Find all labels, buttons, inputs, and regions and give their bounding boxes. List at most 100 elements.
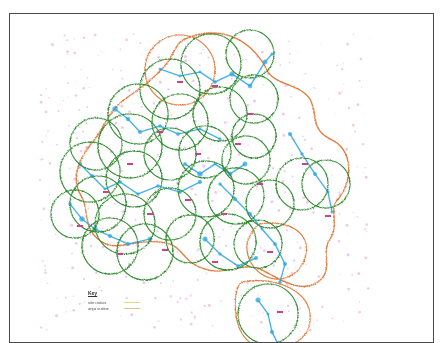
density-dot [233,53,235,56]
density-dot [71,252,73,255]
density-dot [50,43,54,47]
route-node [269,329,275,335]
density-dot [72,295,75,297]
density-dot [156,230,159,233]
density-dot [46,328,48,331]
density-dot [170,285,172,287]
density-dot [367,287,370,290]
density-dot [256,56,258,58]
density-dot [193,165,196,168]
density-dot [351,123,355,127]
density-dot [42,207,46,211]
density-dot [357,272,361,276]
density-dot [207,36,210,39]
legend-title: Key [88,291,98,297]
density-dot [86,105,89,108]
density-dot [356,103,360,106]
density-dot [119,83,121,85]
legend-row-area-outline: area outline [88,305,178,311]
site-marker [235,143,241,145]
density-dot [259,244,261,246]
route-node [112,106,118,112]
density-dot [198,53,200,55]
density-dot [193,315,197,319]
density-dot [237,153,241,156]
route-node [79,216,85,222]
density-dot [277,209,281,212]
coverage-circle [97,113,163,179]
density-dot [345,223,349,227]
density-dot [364,112,366,114]
density-dot [125,38,128,42]
density-dot [48,162,52,165]
density-dot [124,219,126,221]
density-dot [79,149,83,153]
density-dot [40,326,43,329]
density-dot [317,275,321,278]
route-segment [184,163,246,175]
density-dot [86,77,89,79]
route-node [178,190,182,194]
density-dot [294,266,296,268]
density-dot [240,148,242,150]
density-dot [48,97,50,99]
density-dot [154,92,157,94]
density-dot [176,301,179,304]
route-node [218,252,222,256]
density-dot [63,34,66,37]
density-dot [341,68,344,71]
density-dot [74,80,77,82]
coverage-circle [69,175,127,233]
density-dot [141,218,143,220]
route-node [270,52,274,56]
boundary-outline-lower [246,222,308,280]
density-dot [56,297,58,299]
site-marker [185,199,191,201]
density-dot [112,68,114,71]
density-dot [41,140,44,143]
route-node [183,162,187,166]
density-dot [364,167,366,169]
site-marker [302,163,308,165]
density-dot [89,244,93,248]
density-dot [73,38,76,40]
route-node [229,71,235,77]
coverage-circle [143,127,197,181]
density-dot [363,172,365,174]
density-dot [201,149,203,152]
density-dot [313,84,315,86]
route-node [125,241,131,247]
density-dot [120,158,122,161]
density-dot [272,264,276,267]
density-dot [281,112,285,116]
density-dot [73,51,77,55]
coverage-circle [139,58,201,120]
density-dot [288,61,291,64]
route-node [255,297,261,303]
coverage-circle [116,223,174,281]
route-node [330,210,334,214]
density-dot [185,297,188,300]
density-dot [207,303,211,307]
density-dot [176,182,179,185]
site-marker [177,81,183,83]
route-node [232,196,238,202]
density-dot [130,313,134,317]
density-dot [352,33,355,36]
density-dot [70,223,74,227]
density-dot [286,283,289,286]
density-dot [299,330,301,332]
density-dot [40,219,42,221]
route-node [156,184,160,188]
route-node [260,227,264,231]
density-dot [101,245,105,249]
density-dot [366,231,368,233]
density-dot [130,139,132,141]
density-dot [304,72,307,75]
density-dot [135,244,138,247]
density-dot [257,294,259,296]
density-dot [213,128,215,129]
route-node [158,124,162,128]
density-dot [101,158,104,161]
site-marker [127,163,133,165]
